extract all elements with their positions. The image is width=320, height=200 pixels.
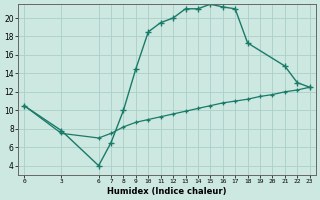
X-axis label: Humidex (Indice chaleur): Humidex (Indice chaleur) [107, 187, 227, 196]
